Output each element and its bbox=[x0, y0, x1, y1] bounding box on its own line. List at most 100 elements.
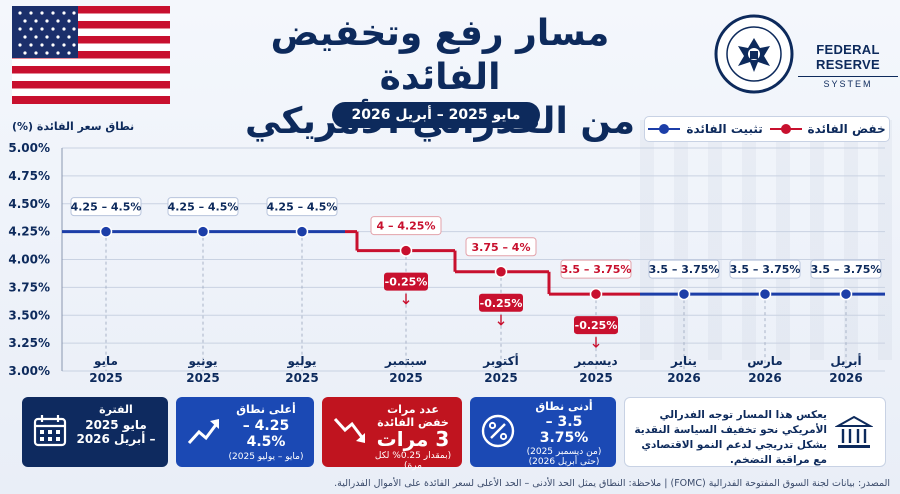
data-label: 3.5 – 3.75% bbox=[649, 263, 720, 276]
x-tick-month: أكتوبر bbox=[482, 353, 518, 369]
data-label-box bbox=[266, 197, 338, 217]
data-point bbox=[399, 244, 413, 257]
data-point bbox=[295, 225, 309, 238]
x-tick-year: 2025 bbox=[579, 371, 612, 385]
data-point bbox=[677, 287, 691, 301]
data-label-box bbox=[648, 259, 720, 279]
card-highest-range: أعلى نطاق 4.25 – 4.5% (مايو – يوليو 2025… bbox=[176, 397, 314, 467]
cut-badge bbox=[384, 272, 428, 291]
data-point bbox=[196, 225, 210, 238]
fed-name-line-1: FEDERAL RESERVE bbox=[816, 42, 880, 72]
federal-reserve-name: FEDERAL RESERVE SYSTEM bbox=[798, 42, 898, 89]
data-label: 4.25 – 4.5% bbox=[168, 201, 239, 214]
data-label-box bbox=[370, 216, 442, 236]
data-label: 4.25 – 4.5% bbox=[71, 201, 142, 214]
card-low-title: أدنى نطاق bbox=[535, 400, 593, 413]
x-tick-month: أبريل bbox=[830, 353, 861, 368]
data-label-box bbox=[465, 237, 537, 257]
card-period-start: مايو 2025 bbox=[85, 418, 147, 432]
legend-item-cut: خفض الفائدة bbox=[769, 122, 886, 136]
legend-hold-swatch bbox=[648, 124, 681, 134]
x-tick-month: مايو bbox=[93, 354, 118, 369]
card-low-note-1: (من ديسمبر 2025) bbox=[526, 447, 602, 457]
legend-cut-swatch bbox=[769, 124, 802, 134]
title-line-1: مسار رفع وتخفيض الفائدة bbox=[270, 13, 610, 98]
card-high-note: (مايو – يوليو 2025) bbox=[228, 452, 304, 462]
y-axis-label: نطاق سعر الفائدة (%) bbox=[12, 120, 135, 133]
trend-up-icon bbox=[187, 419, 220, 445]
y-tick-label: 3.25% bbox=[8, 336, 50, 350]
data-label-box bbox=[729, 259, 801, 279]
us-flag-icon bbox=[12, 6, 170, 104]
data-label: 3.5 – 3.75% bbox=[811, 263, 882, 276]
card-cut-count: عدد مرات خفض الفائدة 3 مرات (بمقدار 0.25… bbox=[322, 397, 462, 471]
legend-cut-label: خفض الفائدة bbox=[807, 122, 886, 136]
x-tick-month: يونيو bbox=[188, 354, 218, 369]
period-pill: مايو 2025 – أبريل 2026 bbox=[332, 102, 540, 128]
summary-cards: الفترة مايو 2025 – أبريل 2026 أعلى نطاق … bbox=[22, 397, 890, 471]
x-tick-month: ديسمبر bbox=[573, 354, 617, 368]
cut-badge-label: -0.25% bbox=[575, 319, 618, 332]
fed-name-line-2: SYSTEM bbox=[798, 76, 898, 89]
card-cut-note: (بمقدار 0.25% لكل مرة) bbox=[374, 451, 452, 471]
card-high-title: أعلى نطاق bbox=[236, 403, 296, 416]
data-label: 3.5 – 3.75% bbox=[730, 263, 801, 276]
x-tick-year: 2025 bbox=[89, 371, 122, 385]
card-cut-value: 3 مرات bbox=[376, 427, 450, 451]
cut-badge bbox=[479, 293, 523, 312]
cut-badge-label: -0.25% bbox=[480, 297, 523, 310]
card-low-value: 3.5 – 3.75% bbox=[539, 414, 589, 446]
x-tick-year: 2026 bbox=[748, 371, 781, 385]
data-point bbox=[589, 287, 603, 301]
data-point bbox=[839, 287, 853, 301]
x-tick-year: 2025 bbox=[484, 371, 517, 385]
chart-legend: خفض الفائدة تثبيت الفائدة bbox=[644, 116, 890, 142]
y-tick-label: 4.00% bbox=[8, 253, 50, 267]
card-high-value: 4.25 – 4.5% bbox=[242, 418, 290, 450]
x-tick-year: 2026 bbox=[667, 371, 700, 385]
y-tick-label: 3.00% bbox=[8, 364, 50, 378]
source-footer: المصدر: بيانات لجنة السوق المفتوحة الفدر… bbox=[334, 478, 890, 489]
card-period-end: – أبريل 2026 bbox=[76, 432, 156, 446]
legend-hold-label: تثبيت الفائدة bbox=[686, 122, 763, 136]
federal-reserve-seal-icon bbox=[714, 14, 794, 94]
y-tick-label: 3.75% bbox=[8, 280, 50, 294]
data-label: 3.5 – 3.75% bbox=[561, 263, 632, 276]
y-tick-label: 3.50% bbox=[8, 308, 50, 322]
data-label-box bbox=[167, 197, 239, 217]
x-tick-year: 2025 bbox=[389, 371, 422, 385]
card-note: يعكس هذا المسار توجه الفدرالي الأمريكي ن… bbox=[624, 397, 886, 467]
x-tick-year: 2025 bbox=[186, 371, 219, 385]
card-cut-title-2: خفض الفائدة bbox=[377, 416, 449, 429]
x-tick-month: يوليو bbox=[287, 354, 317, 369]
cut-badge bbox=[574, 316, 618, 335]
data-label-box bbox=[810, 259, 882, 279]
percent-icon bbox=[481, 414, 515, 448]
data-point bbox=[758, 287, 772, 301]
x-tick-month: مارس bbox=[747, 354, 782, 368]
cut-arrow-icon bbox=[497, 314, 505, 326]
calendar-icon bbox=[33, 415, 67, 447]
card-period-title: الفترة bbox=[99, 403, 133, 416]
card-period: الفترة مايو 2025 – أبريل 2026 bbox=[22, 397, 168, 467]
legend-item-hold: تثبيت الفائدة bbox=[648, 122, 763, 136]
trend-down-icon bbox=[333, 417, 366, 443]
bank-building-icon bbox=[835, 415, 873, 448]
y-tick-label: 4.25% bbox=[8, 225, 50, 239]
card-note-text: يعكس هذا المسار توجه الفدرالي الأمريكي ن… bbox=[634, 409, 827, 466]
y-tick-label: 4.75% bbox=[8, 169, 50, 183]
background-building bbox=[640, 120, 900, 360]
card-lowest-range: أدنى نطاق 3.5 – 3.75% (من ديسمبر 2025) (… bbox=[470, 397, 616, 467]
x-tick-month: يناير bbox=[670, 354, 697, 368]
data-label: 3.75 – 4% bbox=[472, 241, 531, 254]
data-label: 4 – 4.25% bbox=[377, 220, 436, 233]
cut-arrow-icon bbox=[402, 293, 410, 305]
data-point bbox=[494, 265, 508, 279]
data-label-box bbox=[70, 197, 142, 217]
cut-badge-label: -0.25% bbox=[385, 276, 428, 289]
data-label-box bbox=[560, 259, 632, 279]
card-low-note-2: (حتى أبريل 2026) bbox=[528, 457, 600, 467]
y-tick-label: 4.50% bbox=[8, 197, 50, 211]
cut-arrow-icon bbox=[592, 337, 600, 349]
